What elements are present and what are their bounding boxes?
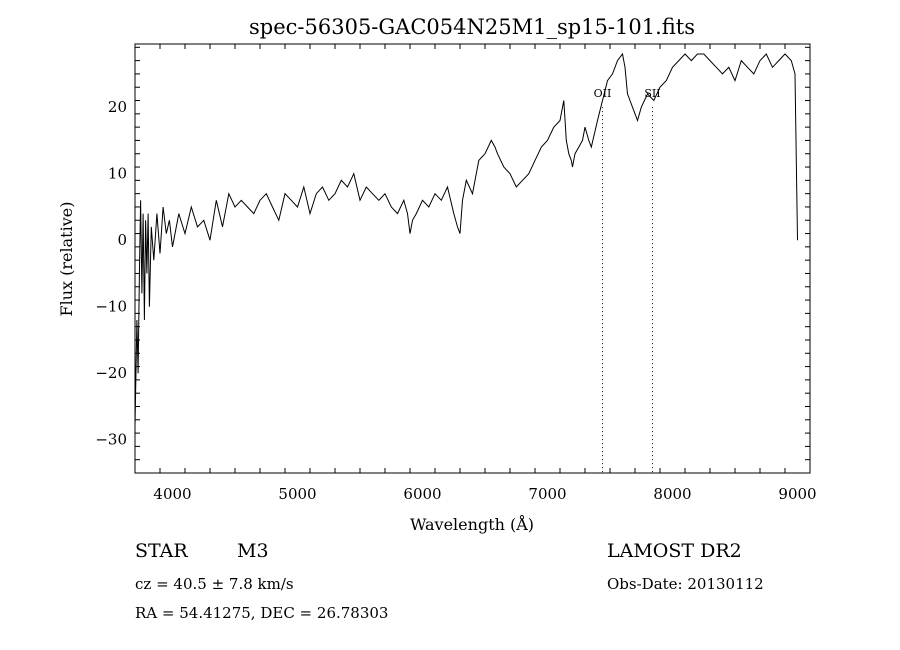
- x-tick-label: 8000: [653, 485, 691, 503]
- coordinates-text: RA = 54.41275, DEC = 26.78303: [135, 604, 389, 622]
- x-tick-label: 6000: [403, 485, 441, 503]
- x-tick-label: 4000: [153, 485, 191, 503]
- x-tick-label: 7000: [528, 485, 566, 503]
- y-tick-label: −10: [95, 298, 127, 316]
- y-tick-label: −20: [95, 364, 127, 382]
- x-axis-label: Wavelength (Å): [410, 514, 534, 534]
- x-tick-label: 9000: [778, 485, 816, 503]
- y-tick-label: 0: [117, 231, 127, 249]
- chart-title: spec-56305-GAC054N25M1_sp15-101.fits: [249, 15, 695, 39]
- axis-ticks: [134, 44, 811, 474]
- object-subclass: M3: [237, 540, 269, 562]
- y-tick-label: 10: [108, 165, 127, 183]
- plot-frame: [134, 43, 811, 474]
- spectrum-line: [134, 52, 798, 427]
- obs-date-text: Obs-Date: 20130112: [607, 575, 764, 593]
- y-tick-label: 20: [108, 98, 127, 116]
- axis-tick-labels: 4000 5000 6000 7000 8000 9000 −30 −20 −10 0 10 20: [95, 98, 816, 503]
- y-axis-label: Flux (relative): [57, 202, 76, 317]
- annotations: OII SII: [594, 87, 661, 473]
- survey-name: LAMOST DR2: [607, 540, 742, 562]
- velocity-text: cz = 40.5 ± 7.8 km/s: [135, 575, 294, 593]
- y-tick-label: −30: [95, 431, 127, 449]
- annotation-label-oii: OII: [594, 87, 612, 100]
- object-type: STAR: [135, 540, 188, 562]
- x-tick-label: 5000: [278, 485, 316, 503]
- annotation-label-sii: SII: [644, 87, 660, 100]
